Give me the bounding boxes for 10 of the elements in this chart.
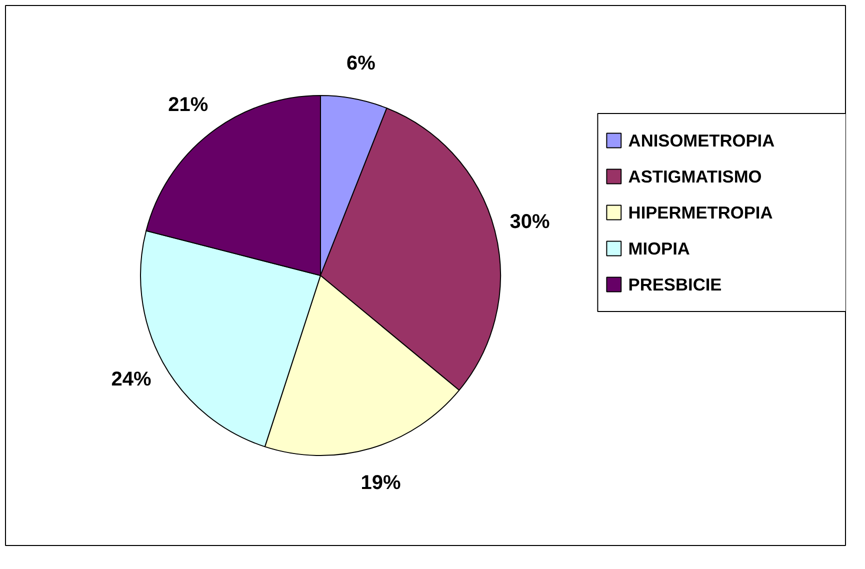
data-label: 30% [510, 210, 550, 233]
legend-label: ANISOMETROPIA [628, 130, 776, 150]
data-label: 6% [346, 52, 376, 74]
legend-label: ASTIGMATISMO [628, 166, 762, 186]
data-label: 19% [360, 472, 401, 494]
legend-label: HIPERMETROPIA [628, 202, 774, 222]
data-label: 24% [111, 368, 152, 391]
data-label: 21% [168, 94, 208, 116]
legend-label: MIOPIA [628, 238, 690, 258]
legend-label: PRESBICIE [628, 274, 722, 294]
